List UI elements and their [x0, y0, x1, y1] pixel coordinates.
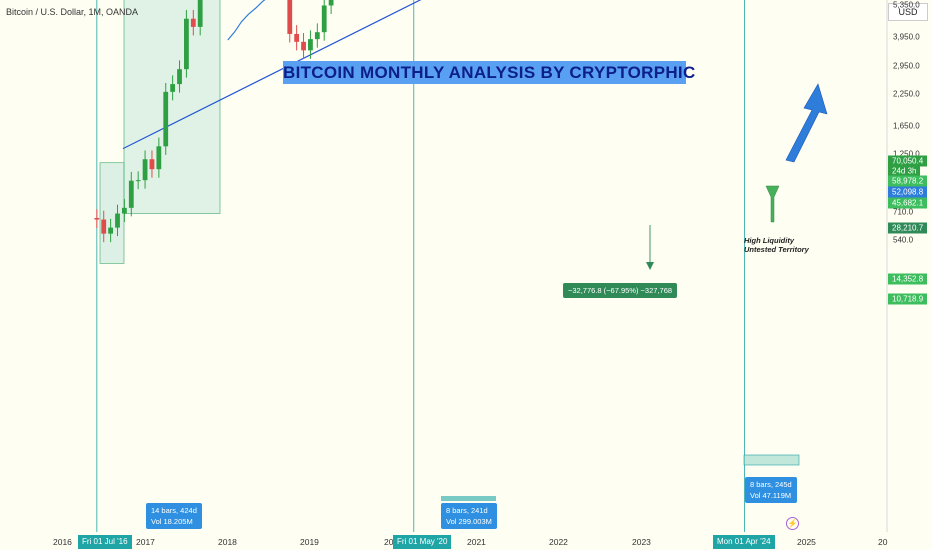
- chart-title: BITCOIN MONTHLY ANALYSIS BY CRYPTORPHIC: [283, 61, 696, 84]
- countdown-label: 24d 3h: [888, 165, 921, 177]
- liquidity-pointer-arrow-icon: [765, 185, 780, 223]
- symbol-header: Bitcoin / U.S. Dollar, 1M, OANDA: [6, 7, 139, 17]
- x-highlight-apr-2024: Mon 01 Apr '24: [713, 535, 775, 549]
- y-tick-label: 1,250.0: [893, 149, 920, 159]
- candle-body: [190, 18, 196, 27]
- level-b-label: 45,682.1: [888, 197, 928, 209]
- range-marker-2024: [743, 454, 800, 466]
- candle-body: [301, 41, 306, 51]
- candle-body: [94, 218, 100, 220]
- x-tick-2025: 2025: [797, 537, 816, 547]
- range-marker-2020: [441, 496, 496, 501]
- candle-body: [287, 0, 293, 34]
- range-2020-volume: Vol 299.003M: [446, 517, 492, 526]
- candle-body: [184, 18, 189, 70]
- candle-body: [142, 159, 148, 181]
- candle-body: [122, 207, 127, 214]
- last-price-label: 70,050.4: [888, 155, 928, 167]
- currency-selector[interactable]: USD: [888, 3, 928, 21]
- x-tick-2026: 20: [878, 537, 888, 547]
- drawdown-measure-label: −32,776.8 (−67.95%) −327,768: [563, 283, 678, 298]
- range-2024-info: 8 bars, 245d Vol 47.119M: [745, 477, 797, 503]
- drawdown-arrow-icon: [646, 262, 654, 270]
- candle-body: [128, 180, 134, 208]
- candle-body: [163, 91, 169, 147]
- candle-body: [308, 39, 313, 51]
- candle-body: [321, 5, 327, 33]
- channel-lower-line: [122, 0, 422, 150]
- x-tick-2019: 2019: [300, 537, 319, 547]
- range-2017-bars: 14 bars, 424d: [151, 506, 197, 515]
- x-tick-2017: 2017: [136, 537, 155, 547]
- level-a-label: 58,978.2: [888, 175, 928, 187]
- liquidity-note-line2: Untested Territory: [744, 245, 809, 254]
- candle-body: [197, 0, 203, 27]
- liquidity-note-line1: High Liquidity: [744, 236, 794, 245]
- y-tick-label: 710.0: [893, 207, 914, 217]
- level-c-label: 28,210.7: [888, 222, 928, 234]
- candle-body: [177, 69, 182, 85]
- range-2017-volume: Vol 18.205M: [151, 517, 193, 526]
- candle-body: [149, 159, 155, 170]
- candle-body: [294, 33, 300, 42]
- candle-body: [156, 146, 162, 170]
- candle-body: [170, 84, 176, 92]
- candle-body: [115, 213, 120, 228]
- candle-body: [108, 227, 114, 234]
- x-tick-2018: 2018: [218, 537, 237, 547]
- y-tick-label: 2,950.0: [893, 61, 920, 71]
- y-tick-label: 1,650.0: [893, 121, 920, 131]
- consolidation-box-2017: [123, 0, 221, 214]
- x-tick-2022: 2022: [549, 537, 568, 547]
- candle-body: [101, 219, 107, 234]
- y-tick-label: 540.0: [893, 235, 914, 245]
- level-d-label: 14,352.8: [888, 273, 928, 285]
- range-2017-info: 14 bars, 424d Vol 18.205M: [146, 503, 202, 529]
- brand-logo-icon: ⚡: [786, 517, 799, 530]
- candle-body: [314, 32, 320, 40]
- y-tick-label: 3,950.0: [893, 32, 920, 41]
- candle-body: [328, 0, 334, 6]
- y-tick-label: 5,350.0: [893, 0, 920, 10]
- level-e-label: 10,718.9: [888, 293, 928, 305]
- target-up-arrow-icon: [785, 83, 828, 163]
- range-2024-bars: 8 bars, 245d: [750, 480, 792, 489]
- x-highlight-jul-2016: Fri 01 Jul '16: [78, 535, 132, 549]
- x-tick-2023: 2023: [632, 537, 651, 547]
- range-2020-info: 8 bars, 241d Vol 299.003M: [441, 503, 497, 529]
- x-highlight-may-2020: Fri 01 May '20: [393, 535, 452, 549]
- x-tick-2021: 2021: [467, 537, 486, 547]
- range-2020-bars: 8 bars, 241d: [446, 506, 488, 515]
- x-tick-2020: 20: [384, 537, 394, 547]
- x-tick-2016: 2016: [53, 537, 72, 547]
- range-2024-volume: Vol 47.119M: [750, 491, 792, 500]
- y-tick-label: 2,250.0: [893, 89, 920, 99]
- ma-label: 52,098.8: [888, 186, 928, 198]
- candle-body: [135, 180, 141, 182]
